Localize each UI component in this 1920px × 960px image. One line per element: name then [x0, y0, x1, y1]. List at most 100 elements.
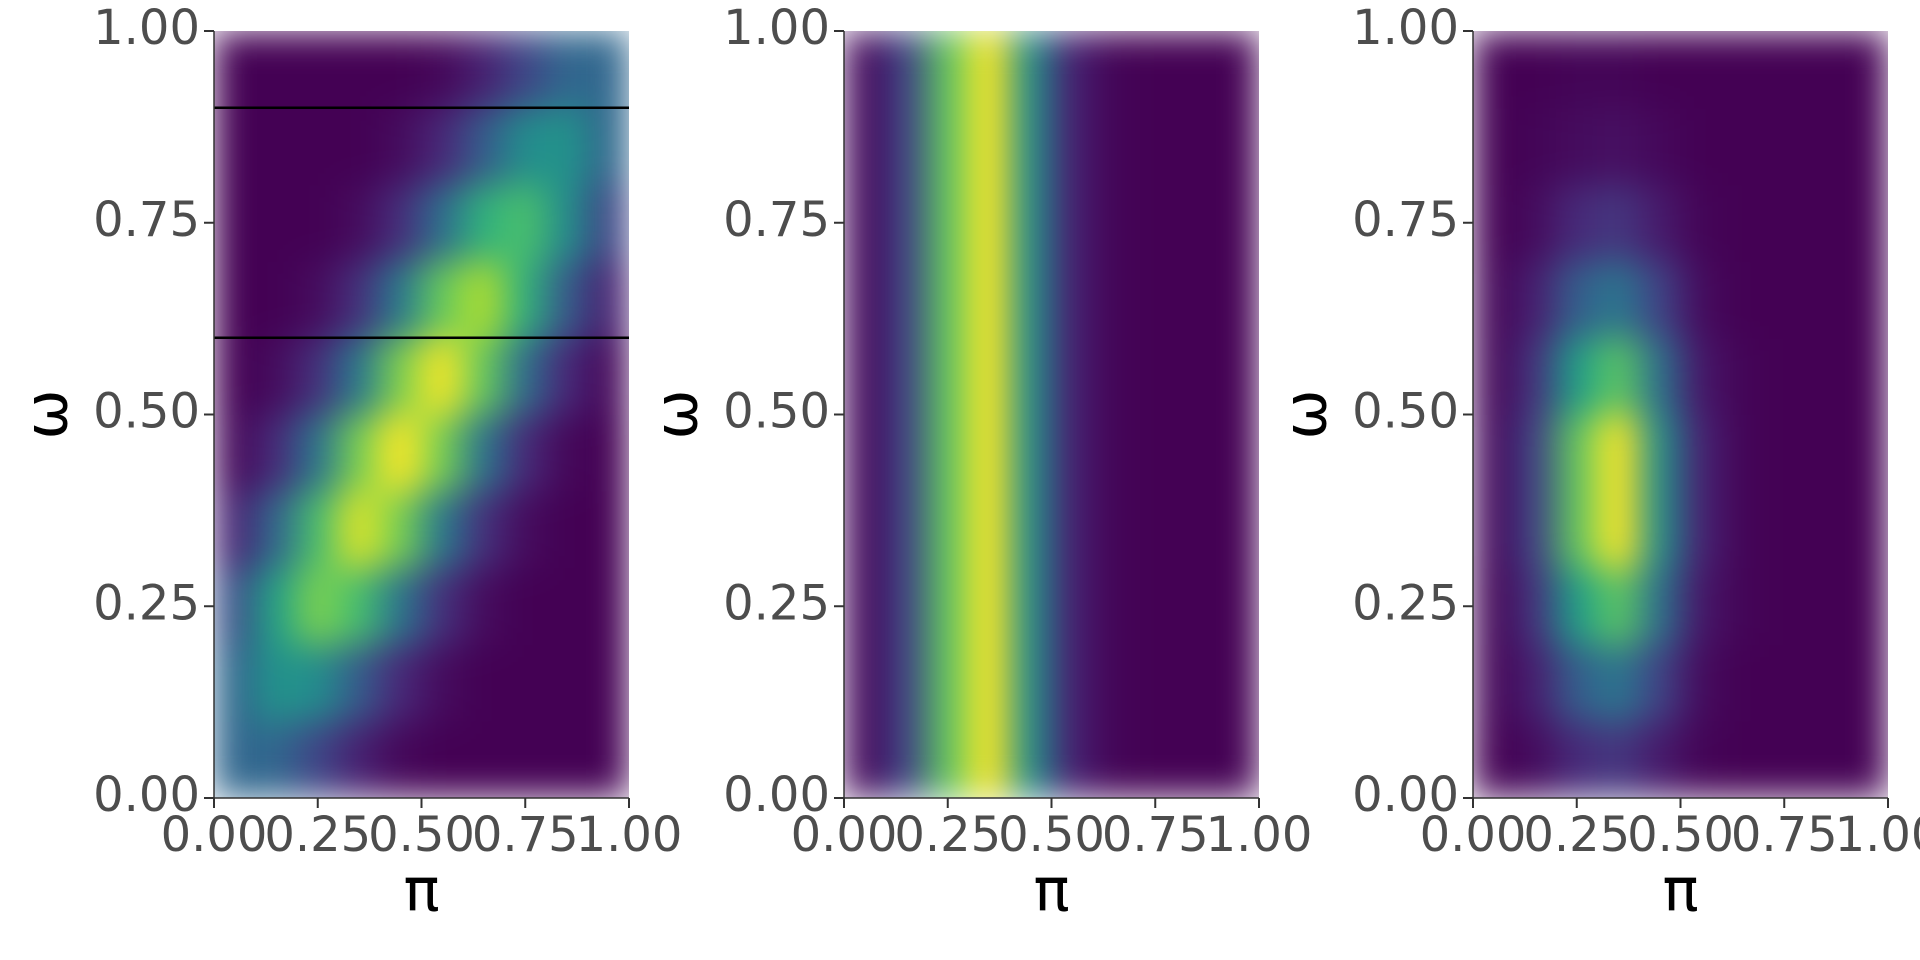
heatmap-cell	[1680, 720, 1723, 798]
heatmap-cell	[379, 31, 422, 109]
heatmap-cell	[1514, 490, 1557, 569]
heatmap-cell	[1846, 31, 1888, 109]
heatmap-cell	[1555, 567, 1598, 646]
heatmap-cell	[1804, 107, 1847, 185]
y-tick-label: 0.50	[93, 384, 200, 440]
heatmap-cell	[1175, 31, 1218, 109]
heatmap-cell	[214, 31, 256, 109]
heatmap-cell	[1175, 644, 1218, 722]
heatmap-cell	[545, 490, 588, 569]
heatmap-cell	[1680, 337, 1723, 415]
heatmap-cell	[1597, 337, 1640, 415]
heatmap-cell	[1680, 31, 1723, 109]
heatmap-cell	[1721, 107, 1764, 185]
heatmap-cell	[545, 337, 588, 415]
heatmap-cell	[214, 414, 256, 492]
heatmap-cell	[1680, 567, 1723, 646]
heatmap-cell	[1804, 414, 1847, 492]
x-tick-label: 0.75	[1102, 807, 1209, 863]
heatmap-cell	[844, 260, 886, 339]
heatmap-cell	[1051, 337, 1094, 415]
heatmap-panel	[1473, 31, 1888, 798]
heatmap-cell	[421, 183, 464, 262]
heatmap-cell	[968, 31, 1011, 109]
heatmap-cell	[1092, 31, 1135, 109]
heatmap-cell	[587, 490, 629, 569]
heatmap-cell	[1721, 260, 1764, 339]
heatmap-cell	[1514, 720, 1557, 798]
y-tick-label: 0.25	[723, 575, 830, 631]
x-tick-label: 1.00	[1206, 807, 1313, 863]
heatmap-cell	[1514, 337, 1557, 415]
heatmap-cell	[296, 720, 339, 798]
heatmap-cell	[1763, 183, 1806, 262]
heatmap-cell	[968, 414, 1011, 492]
heatmap-cell	[1597, 644, 1640, 722]
heatmap-cell	[504, 31, 547, 109]
heatmap-cell	[1597, 414, 1640, 492]
heatmap-cell	[1638, 414, 1681, 492]
heatmap-cell	[1092, 490, 1135, 569]
x-axis-title: π	[1033, 856, 1069, 926]
heatmap-cell	[1175, 107, 1218, 185]
heatmap-cell	[1514, 107, 1557, 185]
heatmap-cell	[968, 260, 1011, 339]
heatmap-cell	[504, 567, 547, 646]
heatmap-cell	[1217, 567, 1259, 646]
heatmap-cell	[504, 490, 547, 569]
heatmap-cell	[1134, 567, 1177, 646]
heatmap-cell	[587, 31, 629, 109]
heatmap-cell	[545, 260, 588, 339]
heatmap-cell	[545, 567, 588, 646]
heatmap-cell	[296, 490, 339, 569]
heatmap-cell	[1009, 720, 1052, 798]
heatmap-cell	[1009, 414, 1052, 492]
heatmap-cell	[1597, 490, 1640, 569]
heatmap-cell	[1175, 260, 1218, 339]
heatmap-cell	[1051, 490, 1094, 569]
heatmap-cell	[462, 567, 505, 646]
heatmap-cell	[1473, 720, 1515, 798]
x-tick-label: 0.25	[1523, 807, 1630, 863]
heatmap-cell	[1134, 183, 1177, 262]
heatmap-cell	[1009, 490, 1052, 569]
heatmap-cell	[1555, 720, 1598, 798]
heatmap-cell	[844, 31, 886, 109]
heatmap-cell	[1597, 107, 1640, 185]
heatmap-cell	[1217, 183, 1259, 262]
heatmap-cell	[1846, 337, 1888, 415]
heatmap-cell	[1175, 567, 1218, 646]
heatmap-cell	[296, 644, 339, 722]
heatmap-cell	[1217, 720, 1259, 798]
heatmap-cell	[504, 337, 547, 415]
heatmap-cell	[1514, 260, 1557, 339]
heatmap-cell	[1638, 490, 1681, 569]
heatmap-cell	[1473, 644, 1515, 722]
heatmap-cell	[587, 644, 629, 722]
heatmap-cell	[1473, 31, 1515, 109]
heatmap-cell	[1555, 260, 1598, 339]
heatmap-cell	[968, 490, 1011, 569]
heatmap-cell	[926, 260, 969, 339]
heatmap-cell	[255, 107, 298, 185]
y-tick-label: 0.25	[93, 575, 200, 631]
heatmap-cell	[1092, 260, 1135, 339]
y-axis-title: ω	[642, 389, 712, 439]
heatmap-cell	[1175, 720, 1218, 798]
heatmap-cell	[1638, 107, 1681, 185]
heatmap-cell	[1473, 490, 1515, 569]
heatmap-cell	[844, 183, 886, 262]
heatmap-cell	[1009, 567, 1052, 646]
heatmap-cell	[1680, 414, 1723, 492]
heatmap-cell	[885, 567, 928, 646]
heatmap-cell	[379, 107, 422, 185]
heatmap-cell	[1134, 337, 1177, 415]
heatmap-cell	[1134, 107, 1177, 185]
heatmap-cell	[1721, 644, 1764, 722]
heatmap-cell	[255, 260, 298, 339]
heatmap-cell	[1804, 720, 1847, 798]
heatmap-cell	[1763, 260, 1806, 339]
heatmap-cell	[255, 567, 298, 646]
heatmap-cell	[1638, 31, 1681, 109]
heatmap-cell	[421, 567, 464, 646]
